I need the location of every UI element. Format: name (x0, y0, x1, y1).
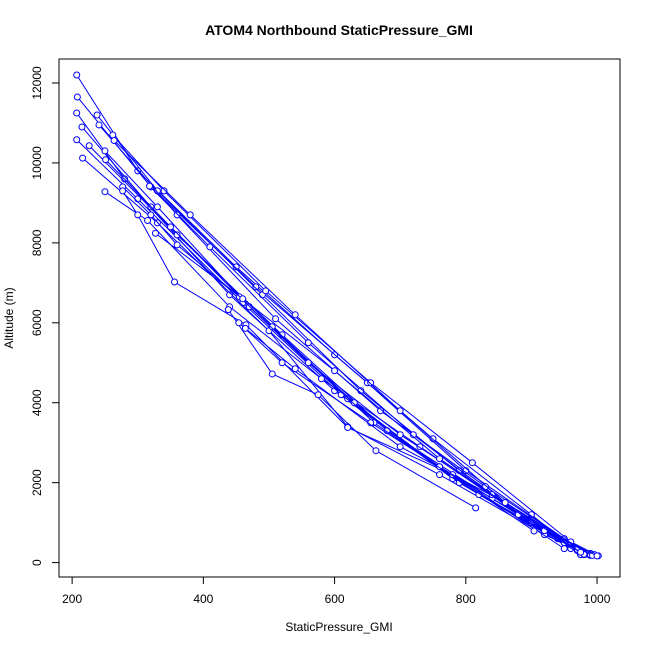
data-point (560, 545, 568, 553)
x-tick-label: 400 (193, 592, 213, 606)
data-point (144, 216, 152, 224)
y-tick-label: 10000 (30, 146, 44, 180)
data-point (278, 359, 286, 367)
data-point (396, 443, 404, 451)
x-tick-label: 1000 (584, 592, 611, 606)
data-point (577, 548, 585, 556)
data-point (472, 504, 480, 512)
data-point (85, 142, 93, 150)
y-tick-label: 8000 (30, 229, 44, 256)
y-tick-label: 6000 (30, 309, 44, 336)
data-point (530, 527, 538, 535)
data-point (304, 359, 312, 367)
data-point (468, 459, 476, 467)
data-point (134, 211, 142, 219)
x-tick-label: 200 (62, 592, 82, 606)
data-point (232, 263, 240, 271)
data-point (186, 211, 194, 219)
data-point (153, 203, 161, 211)
y-tick-label: 4000 (30, 389, 44, 416)
data-point (367, 379, 375, 387)
data-point (268, 370, 276, 378)
data-point (79, 154, 87, 162)
data-point (160, 187, 168, 195)
data-point (206, 243, 214, 251)
data-point (73, 93, 81, 101)
data-point (501, 499, 509, 507)
data-point (291, 311, 299, 319)
data-point (344, 424, 352, 432)
data-point (73, 109, 81, 117)
data-point (101, 188, 109, 196)
data-point (110, 137, 118, 145)
chart-title: ATOM4 Northbound StaticPressure_GMI (205, 22, 473, 38)
data-point (73, 71, 81, 79)
data-point (73, 136, 81, 144)
data-point (95, 121, 103, 129)
data-point (167, 223, 175, 231)
data-point (314, 391, 322, 399)
data-point (146, 182, 154, 190)
y-tick-label: 2000 (30, 469, 44, 496)
data-point (262, 287, 270, 295)
data-point (252, 283, 260, 291)
data-point (350, 399, 358, 407)
data-point (109, 131, 117, 139)
y-tick-label: 0 (30, 559, 44, 566)
data-point (272, 315, 280, 323)
data-point (239, 295, 247, 303)
data-point (226, 291, 234, 299)
data-point (173, 241, 181, 249)
y-tick-label: 12000 (30, 66, 44, 100)
data-point (436, 455, 444, 463)
y-axis-label: Altitude (m) (2, 287, 16, 348)
data-point (119, 187, 127, 195)
data-point (78, 123, 86, 131)
data-point (173, 211, 181, 219)
data-point (235, 319, 243, 327)
x-tick-label: 800 (456, 592, 476, 606)
x-tick-label: 600 (325, 592, 345, 606)
data-point (268, 323, 276, 331)
data-point (151, 229, 159, 237)
data-point (331, 367, 339, 375)
series-21 (241, 324, 585, 556)
data-point (372, 447, 380, 455)
data-point (93, 111, 101, 119)
data-point (593, 552, 601, 560)
data-point (396, 431, 404, 439)
data-point (241, 324, 249, 332)
x-axis-label: StaticPressure_GMI (285, 620, 392, 634)
data-point (101, 147, 109, 155)
data-point (153, 187, 161, 195)
data-point (170, 278, 178, 286)
data-point (173, 231, 181, 239)
data-point (147, 211, 155, 219)
data-point (436, 471, 444, 479)
data-point (291, 365, 299, 373)
data-point (224, 306, 232, 314)
data-point (396, 407, 404, 415)
data-point (304, 339, 312, 347)
data-point (317, 375, 325, 383)
series-line (98, 124, 588, 555)
axes-group: 200 400 600 800 1000020004000600080001000012… (30, 66, 611, 606)
series-layer (73, 71, 602, 560)
data-point (102, 156, 110, 164)
data-point (377, 407, 385, 415)
series-19 (224, 306, 480, 512)
